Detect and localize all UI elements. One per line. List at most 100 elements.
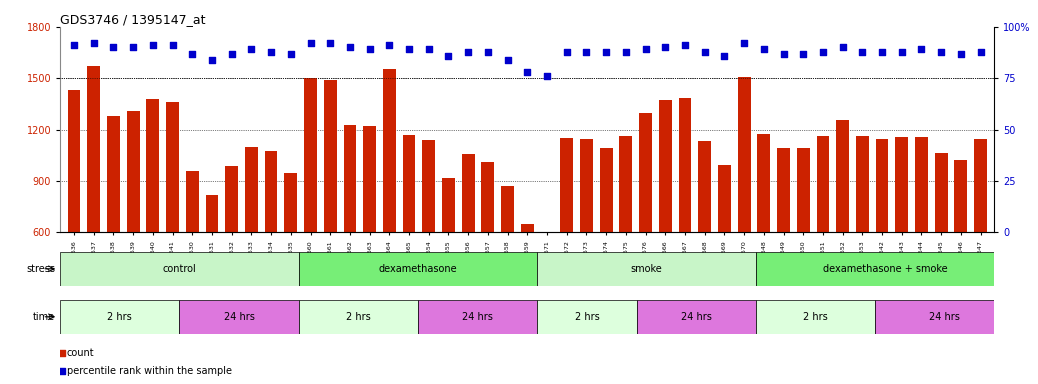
Point: [815, 48, 831, 55]
Point: [894, 48, 910, 55]
Bar: [422, 140, 435, 335]
Text: smoke: smoke: [631, 264, 662, 274]
Point: [933, 48, 950, 55]
Text: count: count: [66, 348, 94, 358]
Bar: [896, 137, 908, 335]
Point: [420, 46, 437, 53]
Bar: [60, 252, 299, 286]
Bar: [60, 300, 180, 334]
Point: [775, 51, 792, 57]
Bar: [265, 151, 277, 335]
Point: [480, 48, 496, 55]
Point: [874, 48, 891, 55]
Point: [499, 57, 516, 63]
Bar: [875, 300, 1014, 334]
Point: [716, 53, 733, 59]
Point: [184, 51, 200, 57]
Point: [539, 73, 555, 79]
Point: [677, 42, 693, 48]
Point: [125, 44, 141, 50]
Point: [282, 51, 299, 57]
Point: [85, 40, 102, 46]
Bar: [659, 101, 672, 335]
Point: [696, 48, 713, 55]
Point: [361, 46, 378, 53]
Bar: [837, 120, 849, 335]
Text: dexamethasone: dexamethasone: [379, 264, 458, 274]
Bar: [127, 111, 139, 335]
Bar: [418, 300, 538, 334]
Bar: [580, 139, 593, 335]
Bar: [87, 66, 100, 335]
Text: stress: stress: [26, 264, 55, 274]
Point: [657, 44, 674, 50]
Bar: [299, 252, 538, 286]
Point: [558, 48, 575, 55]
Bar: [538, 252, 756, 286]
Point: [578, 48, 595, 55]
Point: [854, 48, 871, 55]
Point: [618, 48, 634, 55]
Point: [835, 44, 851, 50]
Bar: [363, 126, 376, 335]
Point: [302, 40, 319, 46]
Bar: [538, 300, 636, 334]
Point: [250, 289, 267, 295]
Bar: [718, 165, 731, 335]
Text: 2 hrs: 2 hrs: [575, 312, 599, 322]
Bar: [679, 98, 691, 335]
Bar: [620, 136, 632, 335]
Point: [440, 53, 457, 59]
Point: [953, 51, 969, 57]
Point: [65, 42, 82, 48]
Bar: [856, 136, 869, 335]
Text: 2 hrs: 2 hrs: [803, 312, 828, 322]
Bar: [501, 186, 514, 335]
Point: [598, 48, 614, 55]
Bar: [521, 224, 534, 335]
Point: [322, 40, 338, 46]
Bar: [738, 78, 750, 335]
Text: dexamethasone + smoke: dexamethasone + smoke: [823, 264, 948, 274]
Text: 2 hrs: 2 hrs: [346, 312, 371, 322]
Bar: [107, 116, 119, 335]
Point: [756, 46, 772, 53]
Bar: [600, 147, 612, 335]
Bar: [797, 147, 810, 335]
Bar: [324, 80, 336, 335]
Bar: [206, 195, 218, 335]
Bar: [166, 102, 179, 335]
Bar: [186, 170, 198, 335]
Bar: [935, 153, 948, 335]
Bar: [636, 300, 756, 334]
Bar: [403, 135, 415, 335]
Text: 24 hrs: 24 hrs: [462, 312, 493, 322]
Bar: [67, 90, 80, 335]
Bar: [146, 99, 159, 335]
Bar: [639, 113, 652, 335]
Point: [105, 44, 121, 50]
Point: [381, 42, 398, 48]
Point: [164, 42, 181, 48]
Bar: [955, 160, 967, 335]
Bar: [756, 252, 1014, 286]
Bar: [304, 78, 317, 335]
Bar: [284, 173, 297, 335]
Bar: [561, 138, 573, 335]
Bar: [876, 139, 889, 335]
Bar: [541, 330, 553, 335]
Point: [342, 44, 358, 50]
Bar: [344, 125, 356, 335]
Point: [243, 46, 260, 53]
Bar: [482, 162, 494, 335]
Bar: [180, 300, 299, 334]
Bar: [442, 177, 455, 335]
Bar: [462, 154, 474, 335]
Text: 24 hrs: 24 hrs: [681, 312, 712, 322]
Point: [795, 51, 812, 57]
Text: time: time: [33, 312, 55, 322]
Bar: [916, 137, 928, 335]
Bar: [245, 147, 257, 335]
Point: [263, 48, 279, 55]
Text: 24 hrs: 24 hrs: [929, 312, 960, 322]
